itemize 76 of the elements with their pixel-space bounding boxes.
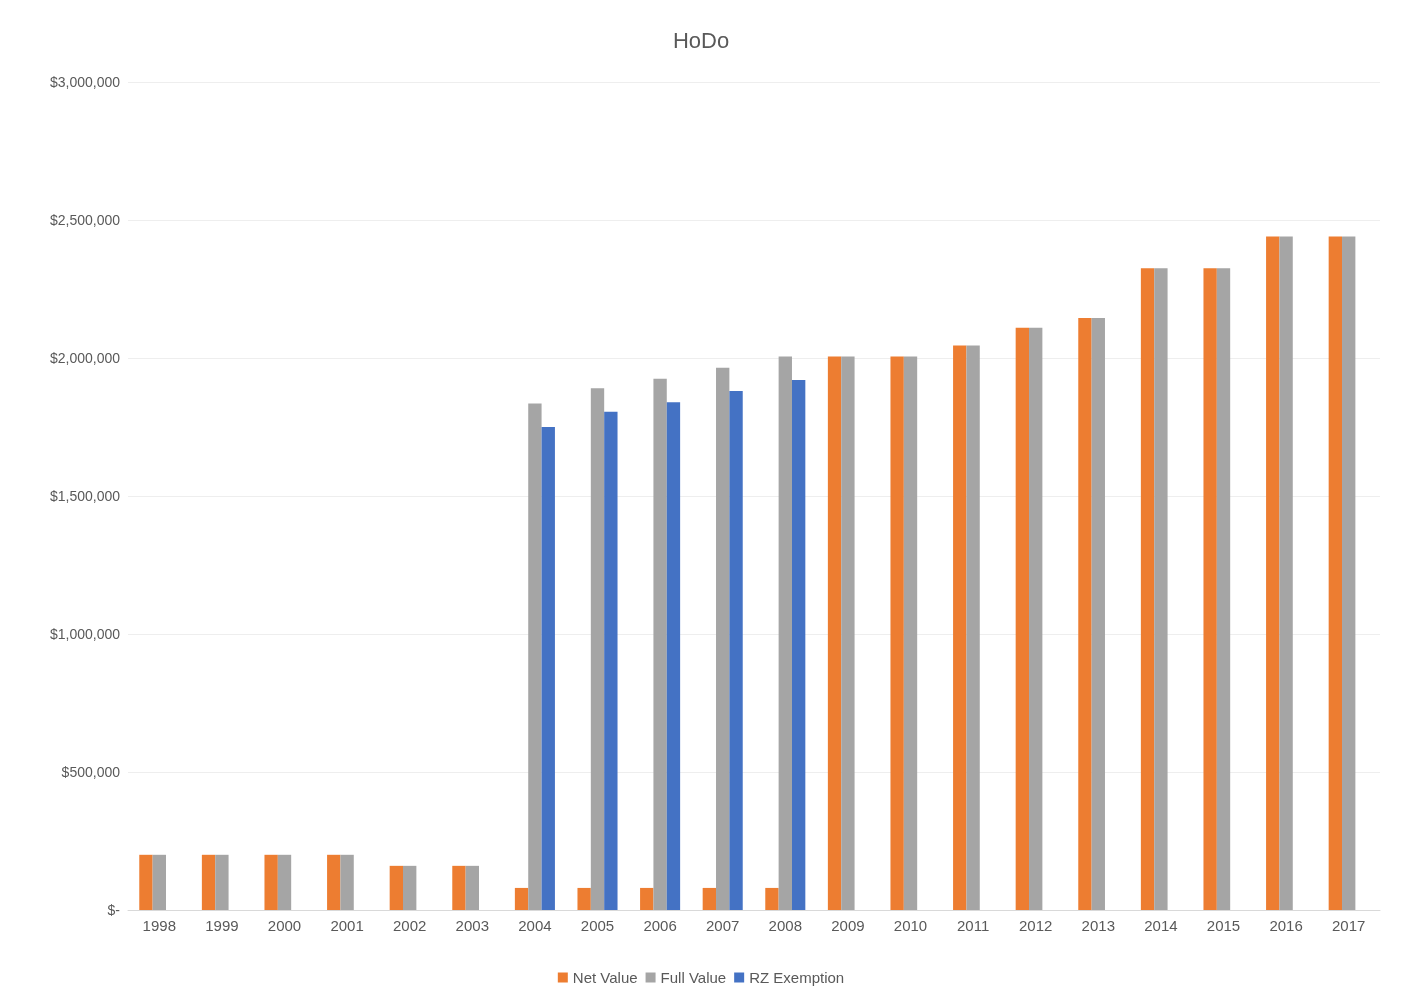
bar <box>765 887 779 910</box>
bar <box>953 345 967 910</box>
bar <box>452 865 466 910</box>
x-tick-label: 2017 <box>1332 917 1366 934</box>
x-tick-label: 2011 <box>956 917 990 934</box>
legend-label: Net Value <box>572 969 638 986</box>
bar <box>590 388 605 910</box>
x-tick-label: 2015 <box>1206 917 1241 934</box>
bar <box>327 854 341 910</box>
bar <box>778 356 792 910</box>
bar <box>1091 317 1105 910</box>
bar <box>541 427 555 910</box>
x-tick-label: 2006 <box>643 917 677 934</box>
x-tick-label: 2008 <box>768 917 802 934</box>
bar <box>1078 317 1092 910</box>
bar <box>1154 268 1168 910</box>
bar <box>1216 268 1231 910</box>
x-tick-label: 2009 <box>831 917 865 934</box>
bar <box>465 865 479 910</box>
bar <box>604 411 618 910</box>
y-tick-label: $2,500,000 <box>49 212 121 228</box>
bar <box>1203 268 1217 910</box>
legend-label: RZ Exemption <box>749 969 845 986</box>
bar <box>201 854 216 910</box>
bar <box>1328 236 1343 910</box>
y-tick-label: $- <box>107 902 121 918</box>
bar <box>215 854 229 910</box>
bar <box>1266 236 1280 910</box>
x-tick-label: 2003 <box>455 917 489 934</box>
legend-label: Full Value <box>660 969 727 986</box>
bar <box>1015 327 1030 910</box>
x-tick-label: 2000 <box>267 917 302 934</box>
bar <box>340 854 354 910</box>
x-tick-label: 1998 <box>142 917 176 934</box>
x-tick-label: 2013 <box>1081 917 1115 934</box>
bar <box>890 356 904 910</box>
bar <box>1342 236 1356 910</box>
bar <box>577 887 591 910</box>
x-tick-label: 2002 <box>393 917 427 934</box>
bar <box>1140 268 1155 910</box>
y-tick-label: $1,500,000 <box>49 488 121 504</box>
bar <box>264 854 278 910</box>
bar <box>827 356 842 910</box>
x-tick-label: 2007 <box>706 917 740 934</box>
x-tick-label: 2004 <box>518 917 552 934</box>
x-tick-label: 2001 <box>330 917 364 934</box>
x-tick-label: 2005 <box>580 917 615 934</box>
chart-title: HoDo <box>672 27 730 53</box>
bar <box>277 854 292 910</box>
bar <box>1279 236 1293 910</box>
x-tick-label: 2010 <box>893 917 928 934</box>
bar <box>729 391 743 910</box>
bar <box>139 854 153 910</box>
y-tick-label: $1,000,000 <box>49 626 121 642</box>
x-tick-label: 2012 <box>1019 917 1053 934</box>
bar <box>1029 327 1043 910</box>
y-tick-label: $500,000 <box>61 764 121 780</box>
bar <box>841 356 855 910</box>
bar <box>389 865 404 910</box>
bar <box>903 356 918 910</box>
x-tick-label: 1999 <box>205 917 239 934</box>
bar <box>666 402 681 910</box>
bar <box>791 380 806 910</box>
bar <box>514 887 529 910</box>
bar <box>702 887 717 910</box>
x-tick-label: 2014 <box>1144 917 1178 934</box>
bar <box>653 378 667 910</box>
bar <box>403 865 417 910</box>
bar <box>152 854 166 910</box>
bar <box>966 345 980 910</box>
bar <box>716 367 730 910</box>
y-tick-label: $3,000,000 <box>49 74 121 90</box>
bar <box>528 403 542 910</box>
y-tick-label: $2,000,000 <box>49 350 121 366</box>
x-tick-label: 2016 <box>1269 917 1303 934</box>
bar <box>640 887 654 910</box>
